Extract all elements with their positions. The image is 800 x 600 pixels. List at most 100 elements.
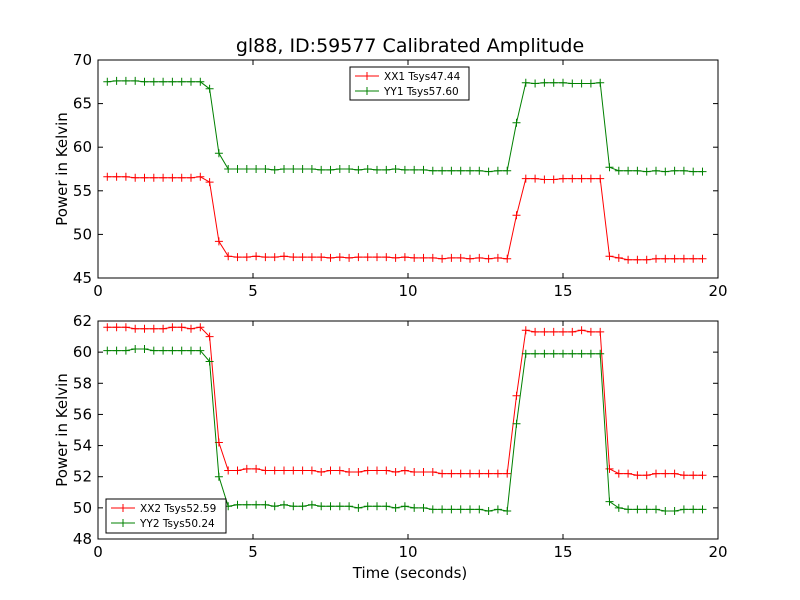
data-point [103,172,112,181]
data-point [512,419,521,428]
data-point [521,78,530,87]
data-point [345,502,354,511]
legend-swatch-marker [119,504,127,512]
data-point [233,165,242,173]
data-point [521,349,530,358]
data-point [354,503,363,512]
data-point [661,254,670,263]
data-point [103,323,112,332]
data-point [577,174,586,183]
data-point [224,252,233,261]
y-axis-label: Power in Kelvin [53,373,71,487]
x-tick-label: 0 [93,282,103,300]
data-point [596,78,605,87]
data-point [475,253,484,262]
data-point [698,471,707,480]
data-point [493,469,502,478]
data-point [335,502,344,511]
data-point [466,505,474,514]
y-tick-label: 54 [73,437,92,455]
data-point [326,466,335,475]
data-point [149,346,158,355]
data-point [326,502,335,511]
data-point [568,174,577,183]
data-point [159,324,168,333]
data-point [633,255,642,264]
data-point [559,174,567,183]
data-point [624,505,633,514]
data-point [233,500,242,509]
data-point [149,173,158,182]
y-tick-label: 55 [73,182,92,200]
data-point [568,79,577,88]
x-tick-label: 15 [553,543,572,561]
data-point [363,502,372,511]
x-tick-label: 20 [708,282,727,300]
data-point [419,468,428,476]
data-point [614,503,623,512]
x-tick-label: 5 [248,282,258,300]
y-tick-label: 58 [73,374,92,392]
data-point [242,165,251,173]
data-point [549,349,558,358]
data-point [689,167,698,176]
data-point [549,78,558,87]
data-point [177,173,186,182]
data-point [289,165,298,173]
data-point [466,469,474,478]
data-point [187,173,195,182]
data-point [633,166,642,175]
data-point [354,253,363,262]
data-point [549,175,558,184]
data-point [196,323,205,332]
data-point [280,500,288,509]
data-point [168,77,177,86]
data-point [540,175,549,184]
data-point [131,345,140,353]
data-point [298,165,307,173]
data-point [121,323,130,332]
data-point [270,165,279,174]
x-tick-label: 10 [398,282,417,300]
data-point [586,174,595,183]
data-point [503,254,512,263]
y-tick-label: 48 [73,530,92,548]
data-point [400,502,409,511]
data-point [326,253,335,262]
legend-swatch-marker [363,87,371,95]
data-point [187,77,195,86]
data-point [261,500,270,509]
data-point [661,469,670,478]
data-point [177,323,186,332]
data-point [363,466,372,475]
legend-box [105,498,227,534]
data-point [373,165,381,174]
data-point [373,466,381,475]
legend: XX1 Tsys47.44 YY1 Tsys57.60 [349,66,470,101]
legend-swatch-marker [119,519,127,527]
data-point [140,173,149,182]
data-point [242,464,251,473]
data-point [689,254,698,263]
legend-label: XX1 Tsys47.44 [384,71,461,83]
data-point [447,505,456,514]
data-point [605,252,614,261]
data-point [689,471,698,480]
data-point [670,469,679,478]
legend-label: YY1 Tsys57.60 [383,86,459,98]
data-point [168,346,177,355]
data-point [400,466,409,475]
data-point [112,76,121,85]
data-point [438,469,447,478]
data-point [670,507,679,515]
data-point [438,166,447,175]
data-point [149,77,158,86]
data-point [624,166,633,175]
data-point [456,469,465,478]
data-point [391,503,400,512]
data-point [596,327,605,336]
data-point [531,174,540,183]
y-tick-label: 45 [73,269,92,287]
data-point [540,349,549,358]
